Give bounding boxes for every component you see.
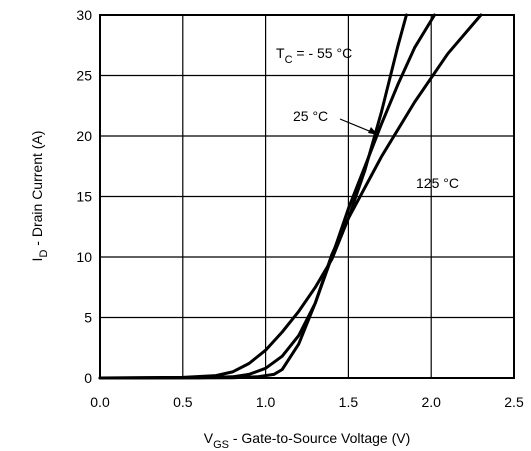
annotation-tc-55: TC = - 55 °C — [276, 45, 352, 66]
y-tick-label: 15 — [76, 189, 92, 205]
x-tick-label: 1.5 — [339, 394, 359, 410]
series-line-2 — [98, 13, 483, 380]
plot-frame — [99, 14, 515, 379]
x-tick-label: 0.5 — [173, 394, 193, 410]
y-tick-labels: 0 5 10 15 20 25 30 — [76, 7, 92, 386]
x-tick-label: 2.5 — [504, 394, 524, 410]
x-tick-label: 2.0 — [421, 394, 441, 410]
x-tick-labels: 0.0 0.5 1.0 1.5 2.0 2.5 — [90, 394, 524, 410]
y-tick-label: 0 — [84, 370, 92, 386]
annotation-25c-arrowhead — [368, 127, 378, 135]
y-tick-label: 20 — [76, 128, 92, 144]
x-axis-title: VGS - Gate-to-Source Voltage (V) — [204, 430, 411, 451]
y-axis-title: ID - Drain Current (A) — [29, 131, 50, 262]
annotation-25c: 25 °C — [293, 108, 328, 124]
y-tick-label: 25 — [76, 68, 92, 84]
y-tick-label: 10 — [76, 249, 92, 265]
x-tick-label: 1.0 — [256, 394, 276, 410]
series-line-0 — [98, 13, 408, 380]
series-layer — [98, 13, 483, 380]
x-tick-label: 0.0 — [90, 394, 110, 410]
annotation-125c: 125 °C — [416, 175, 459, 191]
y-tick-label: 5 — [84, 310, 92, 326]
y-tick-label: 30 — [76, 7, 92, 23]
annotation-25c-leader — [339, 118, 375, 134]
